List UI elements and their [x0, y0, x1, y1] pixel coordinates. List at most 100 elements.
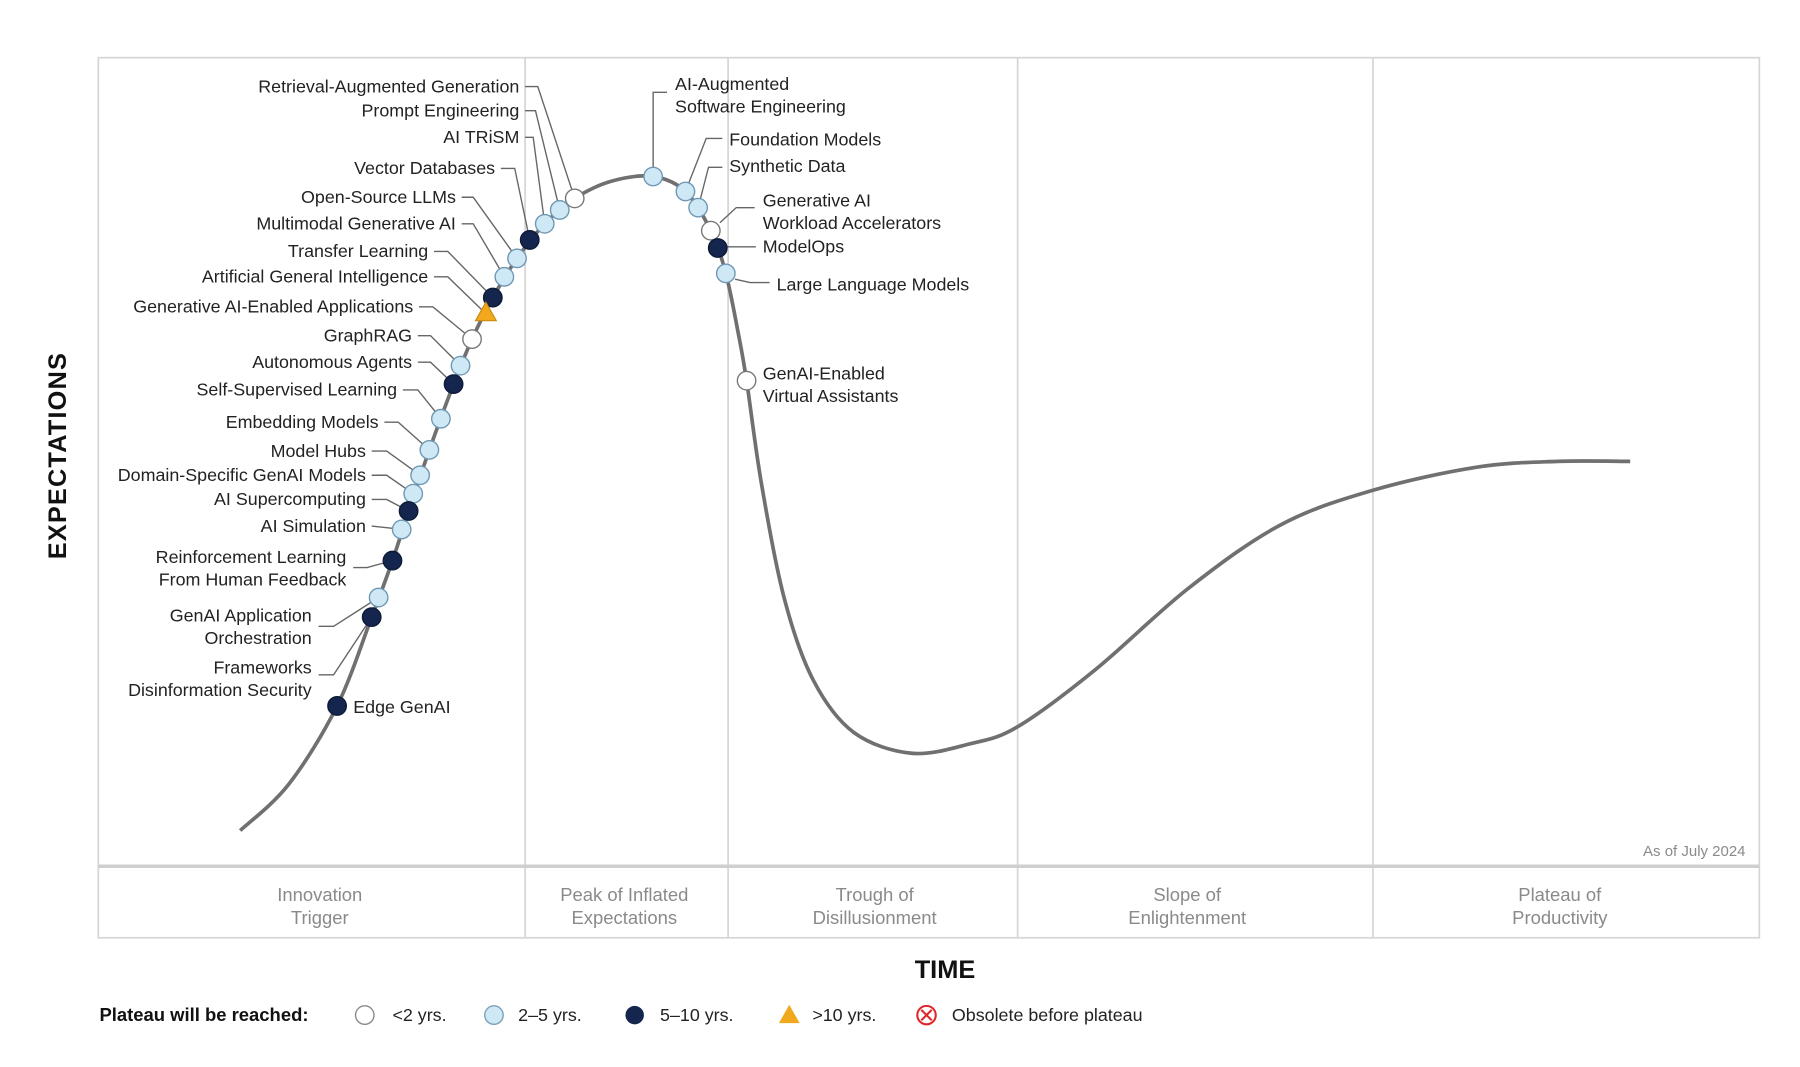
marker-gt10	[474, 301, 498, 322]
marker-5to10	[707, 238, 728, 258]
item-label: Retrieval-Augmented Generation	[258, 76, 519, 96]
marker-2to5	[419, 439, 440, 460]
legend: Plateau will be reached: <2 yrs. 2–5 yrs…	[99, 1004, 1143, 1026]
marker-5to10	[482, 287, 503, 308]
leader-line	[384, 421, 430, 451]
leader-line	[433, 276, 487, 315]
phase-label-plateau-of-productivity: Plateau of Productivity	[1512, 884, 1608, 928]
item-label: AI Simulation	[261, 516, 366, 536]
technology-item-genai-enabled-virtual-assistants: GenAI-Enabled Virtual Assistants	[736, 364, 898, 406]
item-label: AI Supercomputing	[214, 489, 366, 509]
as-of-date: As of July 2024	[1643, 843, 1745, 860]
legend-title: Plateau will be reached:	[99, 1004, 308, 1025]
marker-5to10	[519, 230, 540, 250]
leader-line	[684, 137, 723, 192]
technology-item-open-source-llms: Open-Source LLMs	[301, 187, 527, 269]
item-label: Open-Source LLMs	[301, 187, 456, 207]
item-label: Edge GenAI	[353, 697, 450, 717]
marker-2to5	[534, 213, 555, 234]
technology-item-ai-trism: AI TRiSM	[443, 127, 555, 234]
leader-line	[318, 616, 373, 676]
marker-5to10	[398, 501, 419, 521]
item-label: GenAI Application Orchestration	[170, 606, 312, 648]
marker-2to5	[688, 197, 709, 218]
leader-line	[461, 196, 518, 259]
technology-item-vector-databases: Vector Databases	[354, 158, 540, 250]
item-label: AI TRiSM	[443, 127, 519, 147]
leader-line	[525, 136, 546, 224]
technology-item-ai-augmented-software-engineering: AI-Augmented Software Engineering	[643, 74, 846, 187]
item-label: ModelOps	[763, 237, 844, 257]
marker-2to5	[494, 266, 515, 287]
marker-5to10	[361, 607, 382, 628]
marker-5to10	[382, 550, 403, 571]
leader-line	[371, 450, 421, 476]
technology-item-autonomous-agents: Autonomous Agents	[252, 352, 464, 395]
marker-2to5	[368, 587, 389, 608]
leader-line	[461, 223, 505, 278]
item-label: Multimodal Generative AI	[256, 214, 456, 234]
legend-label-lt2: <2 yrs.	[392, 1005, 446, 1025]
technology-item-ai-simulation: AI Simulation	[261, 516, 412, 540]
leader-line	[433, 250, 494, 299]
leader-line	[318, 596, 379, 628]
technology-item-generative-ai-workload-accelerators: Generative AI Workload Accelerators	[700, 190, 941, 241]
phase-label-slope-of-enlightenment: Slope of Enlightenment	[1128, 884, 1246, 928]
technology-item-reinforcement-learning-from-human-feedback: Reinforcement Learning From Human Feedbac…	[156, 547, 403, 589]
plot-frame	[97, 56, 1761, 939]
legend-label-obsolete: Obsolete before plateau	[952, 1005, 1143, 1025]
technology-item-artificial-general-intelligence: Artificial General Intelligence	[202, 267, 498, 322]
leader-line	[652, 91, 667, 177]
item-label: AI-Augmented Software Engineering	[675, 74, 846, 116]
technology-item-prompt-engineering: Prompt Engineering	[361, 101, 570, 220]
leader-line	[371, 525, 393, 529]
marker-2to5	[430, 408, 451, 429]
technology-item-multimodal-generative-ai: Multimodal Generative AI	[256, 214, 515, 287]
technology-item-transfer-learning: Transfer Learning	[288, 241, 503, 308]
leader-line	[500, 167, 531, 241]
legend-marker-2to5	[484, 1005, 504, 1026]
item-label: Large Language Models	[777, 275, 970, 295]
leader-line	[418, 306, 473, 340]
marker-5to10	[327, 696, 348, 716]
obsolete-x-icon	[916, 1004, 937, 1026]
legend-label-5to10: 5–10 yrs.	[660, 1005, 733, 1025]
legend-marker-lt2	[354, 1005, 375, 1026]
item-label: Frameworks Disinformation Security	[128, 658, 312, 700]
item-label: Generative AI Workload Accelerators	[763, 190, 941, 232]
phase-label-innovation-trigger: Innovation Trigger	[277, 884, 362, 928]
leader-line	[402, 389, 442, 420]
technology-item-large-language-models: Large Language Models	[715, 263, 970, 295]
technology-item-embedding-models: Embedding Models	[226, 412, 440, 460]
technology-item-domain-specific-genai-models: Domain-Specific GenAI Models	[118, 465, 424, 504]
item-label: Artificial General Intelligence	[202, 267, 428, 287]
leader-line	[734, 278, 770, 284]
marker-2to5	[549, 200, 570, 220]
marker-2to5	[715, 263, 736, 284]
leader-line	[697, 166, 723, 208]
item-label: Foundation Models	[729, 129, 881, 149]
marker-2to5	[643, 166, 664, 187]
technology-item-retrieval-augmented-generation: Retrieval-Augmented Generation	[258, 76, 585, 209]
technology-item-self-supervised-learning: Self-Supervised Learning	[197, 380, 451, 429]
leader-line	[417, 334, 462, 367]
item-label: Reinforcement Learning From Human Feedbac…	[156, 547, 347, 589]
item-label: Synthetic Data	[729, 156, 845, 176]
technology-item-foundation-models: Foundation Models	[675, 129, 881, 202]
leader-line	[525, 110, 561, 211]
marker-lt2	[736, 370, 757, 391]
legend-label-gt10: >10 yrs.	[812, 1005, 876, 1025]
item-label: Model Hubs	[271, 441, 366, 461]
y-axis-title: EXPECTATIONS	[44, 352, 72, 559]
marker-2to5	[410, 465, 431, 486]
item-label: Vector Databases	[354, 158, 495, 178]
marker-2to5	[507, 248, 527, 269]
technology-item-ai-supercomputing: AI Supercomputing	[214, 489, 419, 521]
item-label: Self-Supervised Learning	[197, 380, 398, 400]
marker-lt2	[700, 220, 721, 241]
item-label: Transfer Learning	[288, 241, 428, 261]
marker-2to5	[675, 181, 696, 202]
item-label: Autonomous Agents	[252, 352, 412, 372]
technology-item-frameworks-disinformation-security: Frameworks Disinformation Security	[128, 607, 382, 700]
phase-label-peak-of-inflated-expectations: Peak of Inflated Expectations	[560, 884, 688, 928]
